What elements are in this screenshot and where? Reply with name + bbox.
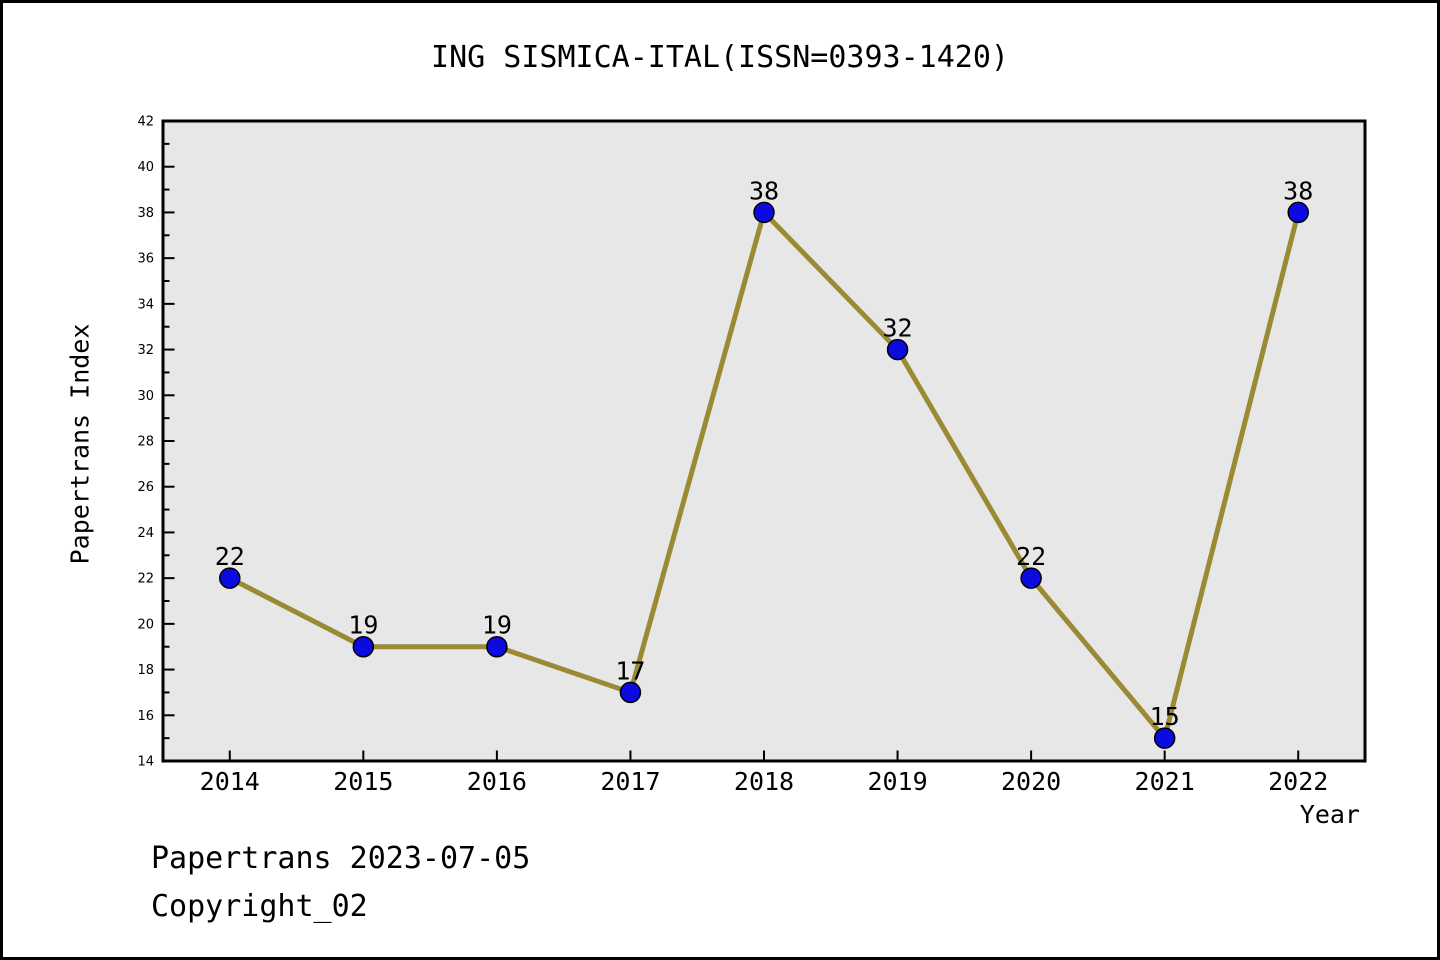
y-tick-label: 26 xyxy=(137,480,154,495)
x-tick-label: 2020 xyxy=(1001,767,1061,796)
data-point xyxy=(1287,201,1309,224)
data-point-label: 32 xyxy=(883,314,913,343)
data-point-label: 38 xyxy=(1283,176,1313,205)
data-point xyxy=(619,681,642,704)
data-point xyxy=(219,567,241,589)
data-point xyxy=(1153,727,1176,749)
data-point-label: 17 xyxy=(615,656,645,685)
y-tick-label: 40 xyxy=(137,160,154,175)
x-tick-label: 2014 xyxy=(200,767,260,796)
y-tick-label: 20 xyxy=(137,617,154,632)
y-tick-label: 18 xyxy=(137,663,154,678)
y-tick-label: 34 xyxy=(137,297,154,312)
y-tick-label: 24 xyxy=(137,526,154,541)
data-point xyxy=(486,635,508,658)
data-point xyxy=(1020,567,1042,589)
data-point-label: 19 xyxy=(348,611,378,640)
plot-frame xyxy=(161,119,1367,763)
x-tick-label: 2022 xyxy=(1268,767,1328,796)
x-axis-label: Year xyxy=(1299,800,1360,829)
data-point-label: 22 xyxy=(215,542,245,571)
x-tick-label: 2018 xyxy=(734,767,794,796)
data-point xyxy=(352,635,375,658)
y-tick-label: 36 xyxy=(137,252,154,267)
data-point xyxy=(886,338,909,361)
x-tick-label: 2019 xyxy=(867,767,927,796)
x-tick-label: 2017 xyxy=(600,767,660,796)
y-tick-label: 42 xyxy=(137,115,154,130)
y-tick-label: 30 xyxy=(137,389,154,404)
footer-copyright: Copyright_02 xyxy=(151,889,368,924)
data-point-label: 38 xyxy=(749,176,779,205)
data-point-label: 22 xyxy=(1016,542,1046,571)
y-tick-label: 38 xyxy=(137,206,154,221)
y-tick-label: 32 xyxy=(137,343,154,358)
x-tick-label: 2016 xyxy=(467,767,527,796)
data-point-label: 15 xyxy=(1150,702,1180,731)
y-tick-label: 22 xyxy=(137,572,154,587)
y-tick-label: 28 xyxy=(137,435,154,450)
footer-date: Papertrans 2023-07-05 xyxy=(151,841,531,876)
x-tick-label: 2015 xyxy=(333,767,393,796)
y-tick-label: 16 xyxy=(137,709,154,724)
x-tick-label: 2021 xyxy=(1135,767,1195,796)
data-point xyxy=(753,201,775,224)
y-tick-label: 14 xyxy=(137,755,154,770)
chart-title: ING SISMICA-ITAL(ISSN=0393-1420) xyxy=(431,40,1009,75)
data-point-label: 19 xyxy=(482,611,512,640)
